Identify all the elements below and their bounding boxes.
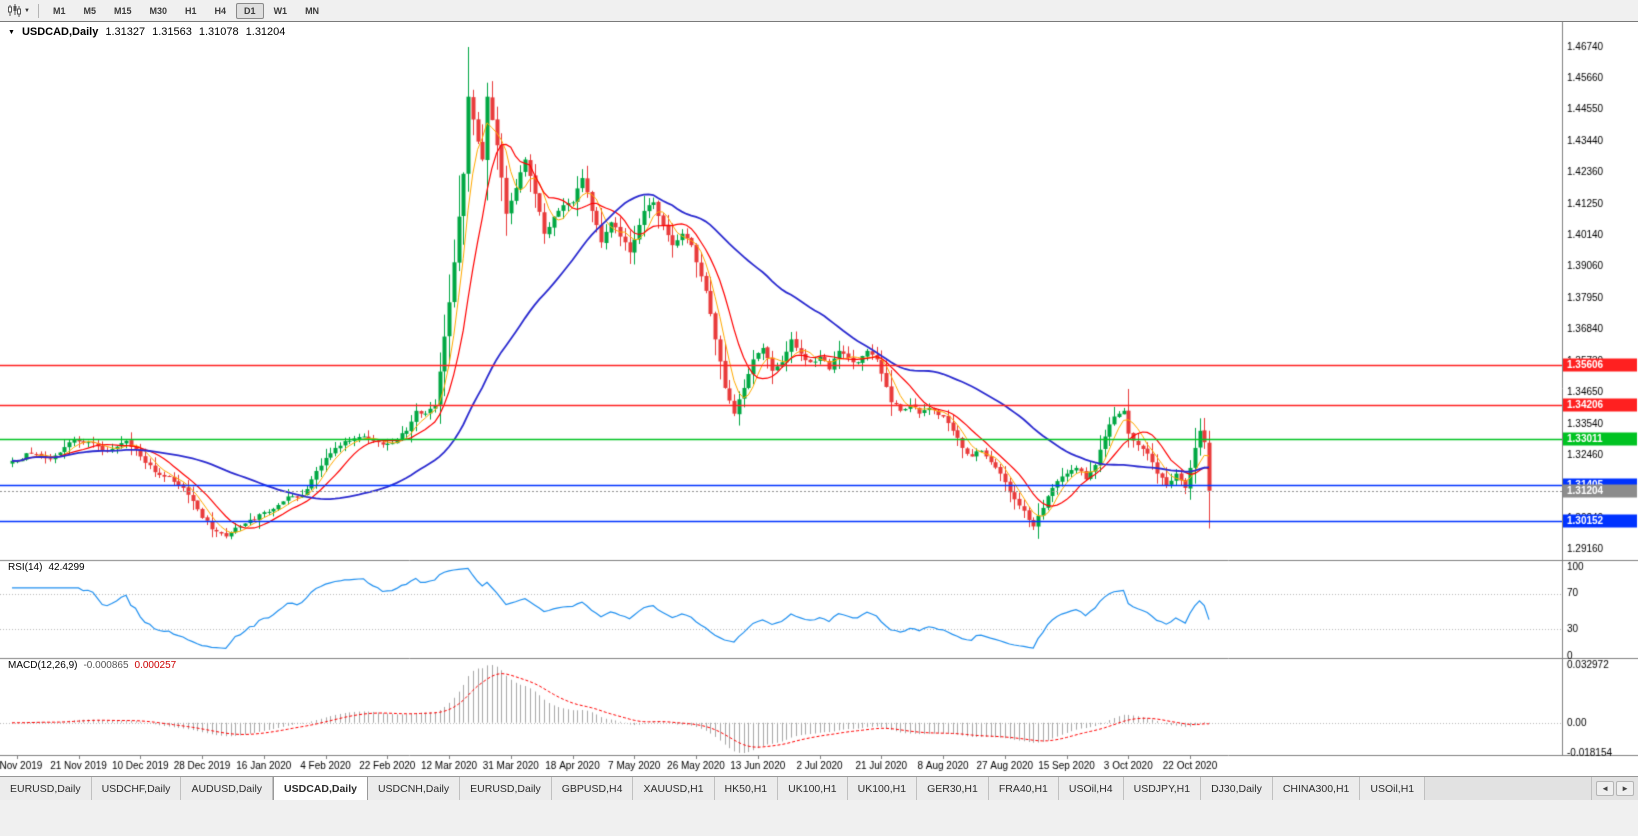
chart-tab[interactable]: USDCNH,Daily	[367, 777, 461, 800]
symbol-marker-icon: ▼	[8, 28, 15, 36]
timeframe-d1-button[interactable]: D1	[236, 2, 264, 19]
ohlc-high: 1.31563	[152, 26, 192, 38]
ohlc-close: 1.31204	[245, 26, 286, 38]
chart-area: ▼ USDCAD,Daily 1.31327 1.31563 1.31078 1…	[0, 22, 1638, 776]
timeframe-h1-button[interactable]: H1	[185, 5, 197, 16]
window-bottom-strip	[0, 800, 1638, 836]
macd-signal-value: 0.000257	[134, 660, 177, 671]
tab-scroll-controls: ◄ ►	[1591, 777, 1638, 800]
chart-tab[interactable]: EURUSD,Daily	[460, 777, 552, 800]
ohlc-low: 1.31078	[198, 26, 239, 38]
candlestick-chart-icon	[8, 4, 21, 17]
chart-tab[interactable]: AUDUSD,Daily	[181, 777, 274, 800]
timeframe-w1-button[interactable]: W1	[273, 5, 288, 16]
macd-main-value: -0.000865	[83, 660, 129, 671]
chart-tab[interactable]: XAUUSD,H1	[633, 777, 715, 800]
chart-tab[interactable]: UK100,H1	[778, 777, 848, 800]
timeframe-m1-button[interactable]: M1	[52, 5, 66, 16]
timeframe-mn-button[interactable]: MN	[305, 5, 320, 16]
rsi-value: 42.4299	[48, 562, 85, 573]
chart-tab[interactable]: USDCHF,Daily	[91, 777, 182, 800]
chart-type-dropdown-caret[interactable]: ▼	[24, 7, 30, 14]
timeframe-m15-button[interactable]: M15	[113, 5, 132, 16]
chart-type-button[interactable]: ▼	[4, 4, 33, 17]
chart-tab-active[interactable]: USDCAD,Daily	[273, 777, 368, 800]
chart-tab[interactable]: USDJPY,H1	[1123, 777, 1202, 800]
chart-tab[interactable]: EURUSD,Daily	[0, 777, 92, 800]
timeframe-h4-button[interactable]: H4	[214, 5, 227, 16]
chart-tab[interactable]: HK50,H1	[714, 777, 779, 800]
macd-indicator-label: MACD(12,26,9) -0.000865 0.000257	[8, 660, 176, 671]
chart-title-bar: ▼ USDCAD,Daily 1.31327 1.31563 1.31078 1…	[8, 26, 285, 38]
chart-tab[interactable]: DJ30,Daily	[1201, 777, 1273, 800]
chart-tab[interactable]: USOil,H4	[1058, 777, 1124, 800]
ohlc-open: 1.31327	[105, 26, 146, 38]
chart-tab[interactable]: UK100,H1	[847, 777, 918, 800]
chart-tab[interactable]: GBPUSD,H4	[551, 777, 634, 800]
tab-scroll-left-icon[interactable]: ◄	[1596, 781, 1615, 796]
macd-name: MACD(12,26,9)	[8, 660, 78, 671]
timeframe-m30-button[interactable]: M30	[149, 5, 168, 16]
timeframe-toolbar: ▼ M1 M5 M15 M30 H1 H4 D1 W1 MN	[0, 0, 1638, 22]
timeframe-m5-button[interactable]: M5	[83, 5, 96, 16]
rsi-name: RSI(14)	[8, 562, 43, 573]
chart-tab[interactable]: GER30,H1	[917, 777, 989, 800]
price-chart-canvas[interactable]	[0, 22, 1638, 776]
rsi-indicator-label: RSI(14) 42.4299	[8, 562, 85, 573]
tab-scroll-right-icon[interactable]: ►	[1616, 781, 1634, 796]
toolbar-separator	[37, 3, 39, 18]
chart-tab[interactable]: USOil,H1	[1360, 777, 1426, 800]
chart-tab[interactable]: CHINA300,H1	[1272, 777, 1361, 800]
chart-tabs-bar: EURUSD,Daily USDCHF,Daily AUDUSD,Daily U…	[0, 776, 1638, 800]
chart-title: USDCAD,Daily	[21, 26, 99, 38]
chart-tab[interactable]: FRA40,H1	[988, 777, 1059, 800]
